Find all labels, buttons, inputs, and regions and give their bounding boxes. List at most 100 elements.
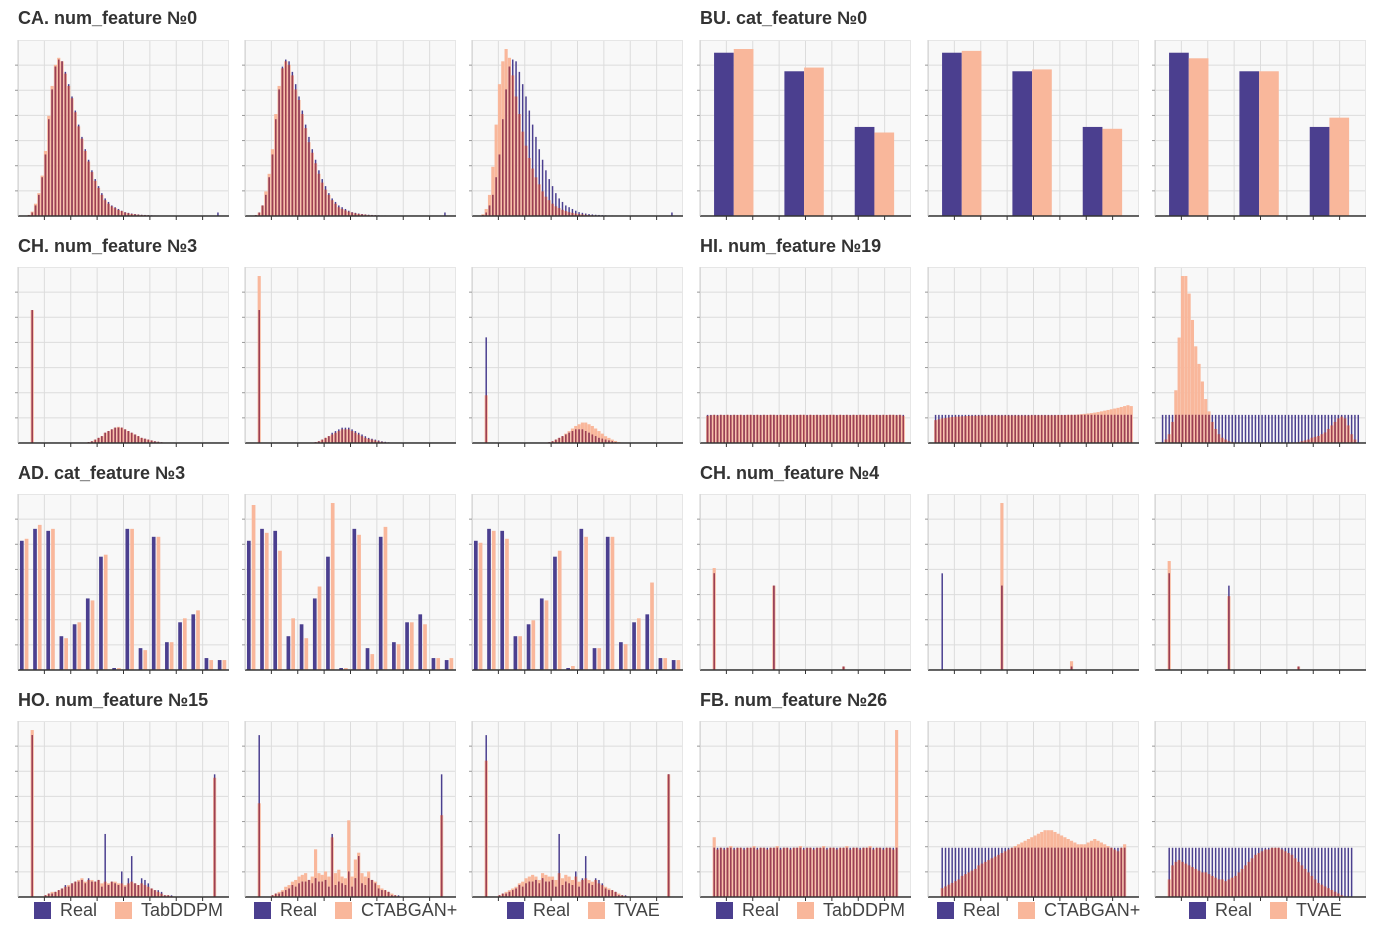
- synthetic-bar: [383, 526, 388, 670]
- overlap-bar: [716, 849, 719, 897]
- overlap-bar: [74, 881, 77, 897]
- overlap-bar: [38, 194, 40, 216]
- overlap-bar: [1304, 440, 1306, 443]
- synthetic-bar: [196, 610, 200, 670]
- overlap-bar: [528, 881, 531, 897]
- real-bar: [1234, 414, 1237, 443]
- real-bar: [967, 847, 970, 897]
- synthetic-bar: [544, 600, 549, 670]
- overlap-bar: [739, 847, 742, 897]
- overlap-bar: [328, 194, 330, 216]
- overlap-bar: [1097, 847, 1099, 897]
- overlap-bar: [1034, 415, 1036, 443]
- overlap-bar: [604, 439, 607, 443]
- real-bar: [526, 624, 531, 670]
- overlap-bar: [736, 415, 739, 443]
- overlap-bar: [144, 885, 146, 897]
- real-bar: [1327, 847, 1330, 897]
- histogram-panel-tabddpm: [15, 494, 229, 674]
- overlap-bar: [341, 208, 343, 216]
- overlap-bar: [763, 847, 765, 897]
- overlap-bar: [31, 735, 33, 897]
- overlap-bar: [64, 73, 67, 216]
- synthetic-bar: [610, 536, 615, 670]
- overlap-bar: [275, 119, 277, 216]
- overlap-bar: [1060, 415, 1063, 443]
- synthetic-bar: [623, 644, 628, 670]
- real-bar: [541, 159, 544, 216]
- synthetic-bar: [103, 554, 108, 670]
- overlap-bar: [511, 75, 514, 216]
- overlap-bar: [150, 888, 153, 897]
- legend-label-real: Real: [60, 900, 98, 920]
- overlap-bar: [964, 416, 967, 443]
- overlap-bar: [502, 119, 504, 216]
- synthetic-bar: [304, 638, 309, 670]
- overlap-bar: [879, 847, 881, 897]
- real-bar: [1347, 847, 1350, 897]
- overlap-bar: [1327, 888, 1330, 897]
- overlap-bar: [872, 415, 875, 443]
- overlap-bar: [1021, 415, 1023, 443]
- overlap-bar: [367, 878, 370, 897]
- real-bar: [1168, 847, 1170, 897]
- overlap-bar: [361, 883, 363, 897]
- real-bar: [545, 170, 547, 216]
- synthetic-bar: [37, 524, 42, 670]
- real-bar: [46, 530, 51, 670]
- overlap-bar: [318, 441, 320, 443]
- legend-label-real: Real: [533, 900, 571, 920]
- synthetic-bar: [130, 528, 134, 670]
- overlap-bar: [766, 849, 769, 897]
- overlap-bar: [779, 414, 782, 443]
- overlap-bar: [1261, 851, 1263, 897]
- overlap-bar: [862, 414, 865, 443]
- overlap-bar: [261, 205, 264, 216]
- overlap-bar: [1198, 414, 1200, 443]
- overlap-bar: [565, 211, 567, 216]
- overlap-bar: [1347, 425, 1350, 443]
- overlap-bar: [1330, 425, 1333, 443]
- real-bar: [165, 642, 169, 670]
- overlap-bar: [294, 886, 297, 897]
- overlap-bar: [298, 883, 300, 897]
- real-bar: [1082, 126, 1103, 216]
- overlap-bar: [1281, 849, 1283, 897]
- overlap-bar: [77, 126, 80, 216]
- overlap-bar: [598, 437, 600, 443]
- overlap-bar: [1191, 414, 1194, 443]
- overlap-bar: [723, 849, 725, 897]
- real-swatch: [1189, 902, 1206, 919]
- legend: Real CTABGAN+: [937, 900, 1140, 921]
- overlap-bar: [117, 209, 120, 216]
- legend-label-real: Real: [742, 900, 780, 920]
- synthetic-bar: [357, 534, 361, 670]
- overlap-bar: [1077, 847, 1079, 897]
- overlap-bar: [584, 431, 587, 443]
- legend-label-synthetic: CTABGAN+: [1044, 900, 1141, 920]
- overlap-bar: [1103, 847, 1106, 897]
- overlap-bar: [941, 888, 943, 897]
- overlap-bar: [967, 872, 970, 897]
- overlap-bar: [1064, 847, 1066, 897]
- overlap-bar: [348, 871, 350, 897]
- real-bar: [217, 212, 219, 216]
- overlap-bar: [816, 847, 818, 897]
- overlap-bar: [134, 883, 136, 897]
- overlap-bar: [515, 888, 517, 897]
- overlap-bar: [1057, 847, 1060, 897]
- overlap-bar: [1037, 415, 1040, 443]
- overlap-bar: [749, 847, 752, 897]
- overlap-bar: [31, 212, 33, 216]
- overlap-bar: [354, 213, 357, 216]
- overlap-bar: [783, 847, 785, 897]
- overlap-bar: [1214, 428, 1217, 443]
- real-bar: [178, 622, 182, 670]
- overlap-bar: [1017, 415, 1020, 443]
- real-bar: [1267, 414, 1270, 443]
- overlap-bar: [1123, 414, 1126, 443]
- real-bar: [632, 622, 636, 670]
- overlap-bar: [324, 437, 327, 443]
- real-bar: [1294, 414, 1296, 443]
- overlap-bar: [97, 437, 100, 443]
